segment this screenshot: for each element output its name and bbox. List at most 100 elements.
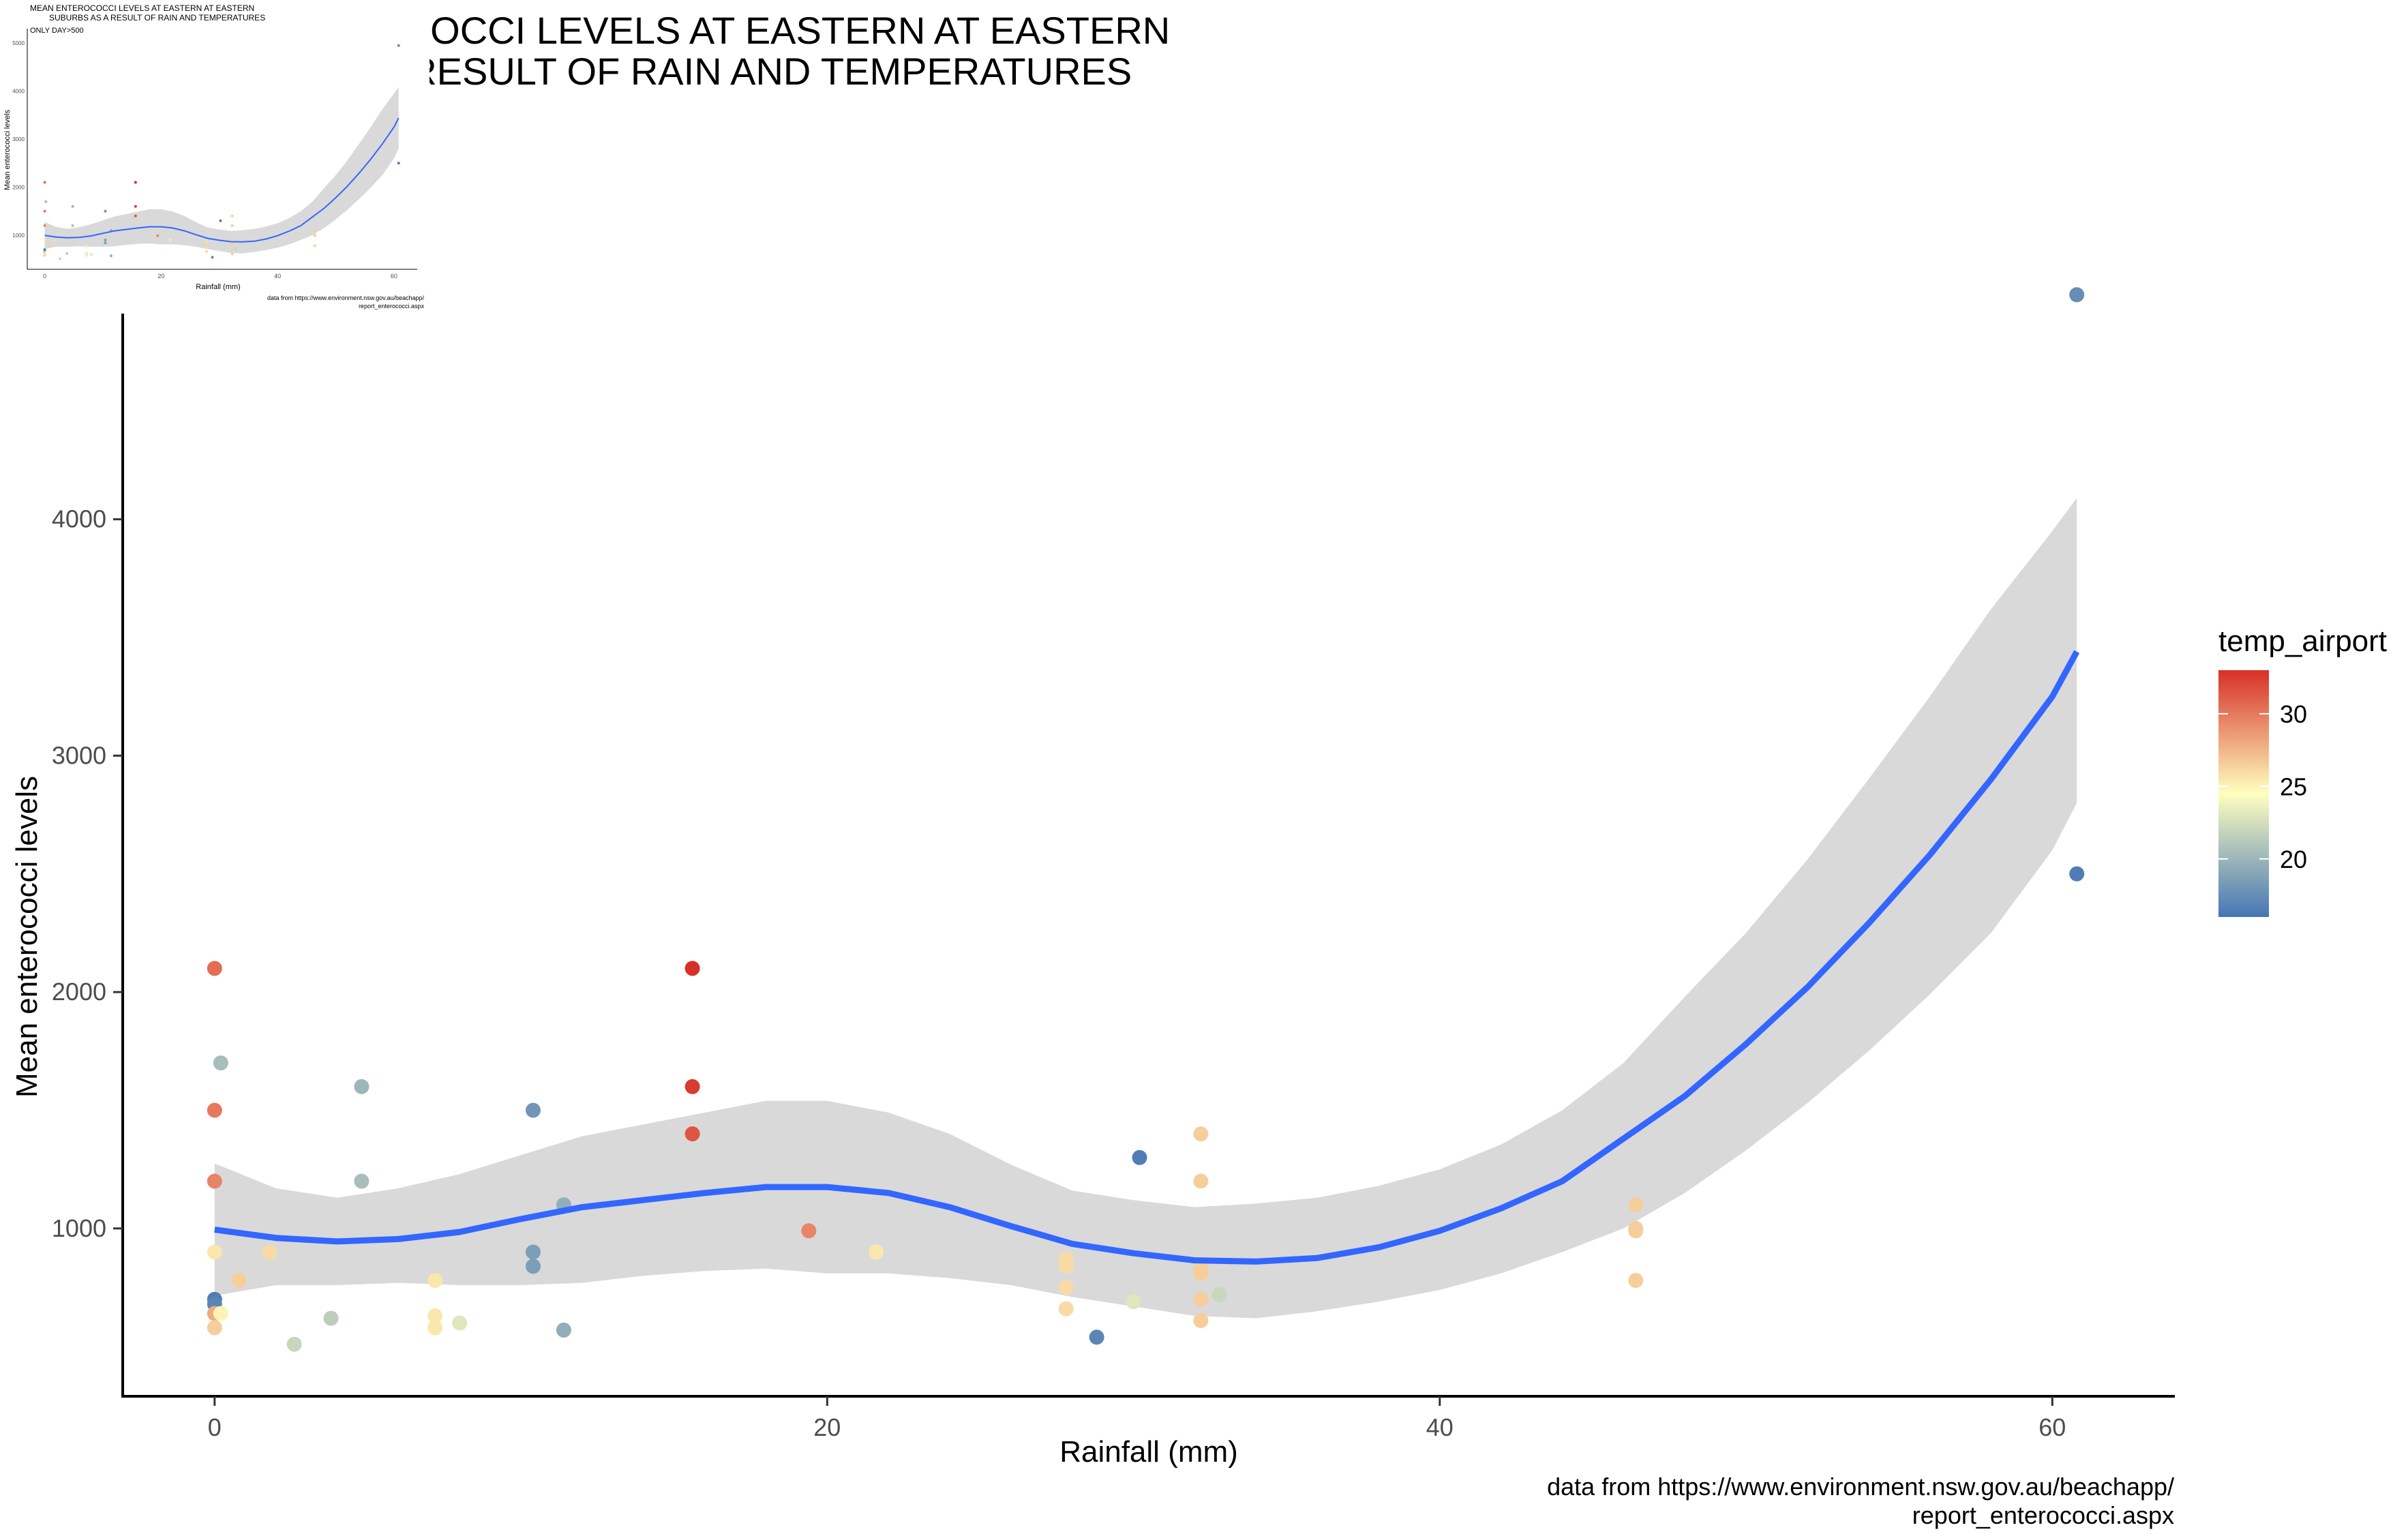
thumb-data-point xyxy=(58,257,61,260)
x-axis-title: Rainfall (mm) xyxy=(1059,1435,1238,1469)
thumb-data-point xyxy=(230,252,234,256)
data-point xyxy=(207,961,222,976)
data-point xyxy=(1058,1301,1074,1317)
thumb-data-point xyxy=(205,241,208,245)
thumb-data-point xyxy=(43,181,46,184)
thumb-subtitle: ONLY DAY>500 xyxy=(30,27,84,35)
thumb-data-point xyxy=(313,228,316,232)
thumb-title-line-2: SUBURBS AS A RESULT OF RAIN AND TEMPERAT… xyxy=(49,13,265,22)
thumb-data-point xyxy=(134,181,137,184)
data-point xyxy=(2069,866,2085,882)
thumb-x-tick-label: 40 xyxy=(274,273,281,280)
data-point xyxy=(207,1320,222,1336)
data-point xyxy=(207,1102,222,1118)
thumb-y-tick-label: 4000 xyxy=(12,89,25,95)
thumb-data-point xyxy=(65,252,69,255)
thumb-data-point xyxy=(205,245,208,249)
thumb-x-tick-label: 0 xyxy=(43,273,46,280)
thumb-data-point xyxy=(43,209,46,213)
data-point xyxy=(207,1244,222,1260)
thumb-data-point xyxy=(43,224,46,227)
legend-tick-label: 25 xyxy=(2280,772,2307,800)
thumb-data-point xyxy=(44,251,48,254)
thumbnail-chart: MEAN ENTEROCOCCI LEVELS AT EASTERN AT EA… xyxy=(3,3,425,310)
y-tick-label: 4000 xyxy=(52,505,106,533)
data-point xyxy=(684,1079,700,1094)
thumb-data-point xyxy=(44,200,48,203)
thumbnail-preview: MEAN ENTEROCOCCI LEVELS AT EASTERN AT EA… xyxy=(0,0,430,314)
data-point xyxy=(1193,1265,1209,1281)
data-point xyxy=(1211,1287,1227,1302)
thumb-x-tick-label: 60 xyxy=(391,273,397,280)
data-point xyxy=(1628,1273,1644,1289)
data-point xyxy=(427,1273,443,1289)
x-tick-label: 0 xyxy=(208,1413,222,1441)
legend-tick-label: 20 xyxy=(2280,845,2307,873)
thumb-data-point xyxy=(104,239,107,241)
x-tick-label: 20 xyxy=(813,1413,841,1441)
thumb-data-point xyxy=(109,254,112,258)
data-point xyxy=(323,1310,339,1326)
y-tick-label: 1000 xyxy=(52,1214,106,1242)
thumb-y-tick-label: 1000 xyxy=(12,232,25,239)
thumb-confidence-ribbon xyxy=(44,87,399,254)
thumb-data-point xyxy=(134,214,137,217)
data-point xyxy=(1126,1294,1141,1310)
data-point xyxy=(1089,1329,1104,1345)
data-point xyxy=(354,1173,370,1189)
thumb-x-axis-title: Rainfall (mm) xyxy=(196,283,240,291)
data-point xyxy=(1193,1313,1209,1328)
data-point xyxy=(1058,1259,1074,1274)
thumb-data-point xyxy=(169,239,172,241)
thumb-title-line-1: MEAN ENTEROCOCCI LEVELS AT EASTERN AT EA… xyxy=(30,3,254,13)
data-point xyxy=(684,961,700,976)
thumb-data-point xyxy=(211,256,214,259)
source-caption-line-1: data from https://www.environment.nsw.go… xyxy=(1547,1473,2174,1501)
data-point xyxy=(556,1322,571,1338)
data-point xyxy=(262,1244,277,1260)
y-axis-title: Mean enterococci levels xyxy=(10,776,44,1098)
data-point xyxy=(1628,1223,1644,1239)
thumb-caption-line-2: report_enterococci.aspx xyxy=(359,303,425,310)
thumb-data-point xyxy=(85,254,89,257)
data-point xyxy=(526,1102,541,1118)
confidence-ribbon xyxy=(214,498,2077,1319)
thumb-data-point xyxy=(230,248,234,252)
thumb-data-point xyxy=(230,214,234,217)
thumb-data-point xyxy=(397,44,400,47)
thumb-data-point xyxy=(43,239,46,241)
thumb-data-point xyxy=(43,254,46,257)
thumb-data-point xyxy=(230,243,234,246)
thumb-smooth-line xyxy=(44,117,400,243)
thumb-data-point xyxy=(89,253,93,256)
legend-title: temp_airport xyxy=(2218,625,2387,658)
data-point xyxy=(452,1315,468,1331)
thumb-data-point xyxy=(134,205,137,208)
thumb-data-point xyxy=(219,219,222,222)
thumb-x-tick-label: 20 xyxy=(157,273,164,280)
thumb-y-axis-title: Mean enterococci levels xyxy=(3,110,12,191)
legend-tick-label: 30 xyxy=(2280,700,2307,728)
thumb-data-point xyxy=(85,244,89,247)
data-point xyxy=(213,1306,228,1321)
thumb-data-point xyxy=(313,234,316,237)
thumb-y-tick-label: 2000 xyxy=(12,185,25,191)
thumb-caption-line-1: data from https://www.environment.nsw.go… xyxy=(267,295,424,301)
data-point xyxy=(207,1173,222,1189)
data-point xyxy=(1193,1126,1209,1142)
data-point xyxy=(526,1244,541,1260)
data-point xyxy=(427,1308,443,1324)
data-point xyxy=(801,1223,817,1239)
thumb-y-tick-label: 5000 xyxy=(12,40,25,46)
thumb-data-point xyxy=(234,247,237,250)
y-tick-label: 2000 xyxy=(52,978,106,1006)
data-point xyxy=(354,1079,370,1094)
data-point xyxy=(869,1244,884,1260)
x-tick-label: 40 xyxy=(1426,1413,1454,1441)
smooth-line xyxy=(214,650,2080,1265)
thumb-y-tick-label: 3000 xyxy=(12,136,25,142)
thumb-data-point xyxy=(313,244,316,247)
data-point xyxy=(231,1273,247,1289)
